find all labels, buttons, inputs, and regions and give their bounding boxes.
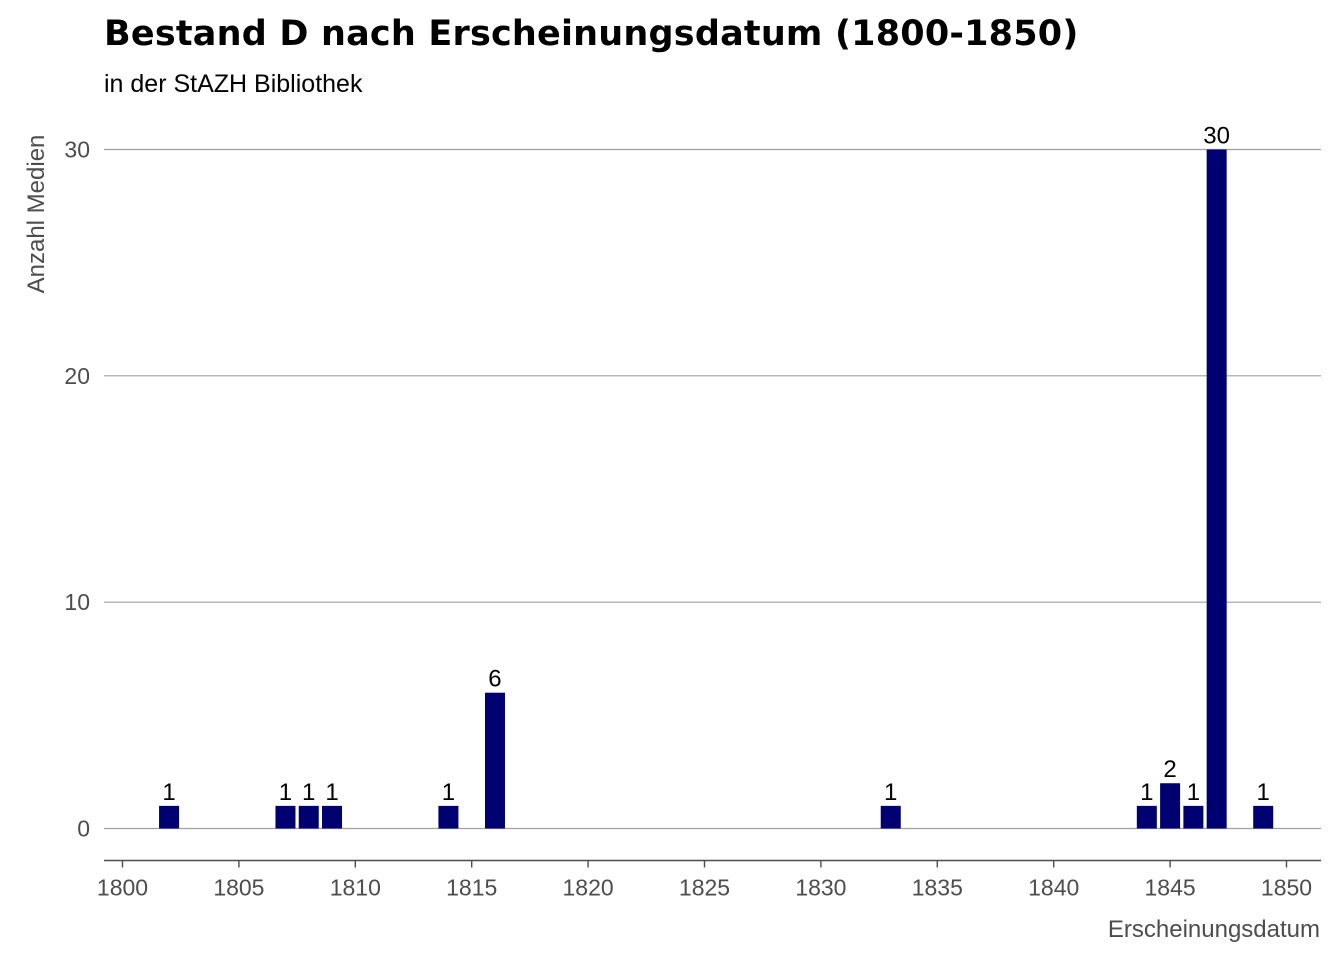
bar-value-label: 1	[162, 779, 175, 806]
bar	[438, 805, 459, 829]
bar	[484, 692, 505, 829]
bar-value-label: 1	[442, 779, 455, 806]
chart-title: Bestand D nach Erscheinungsdatum (1800-1…	[104, 14, 1079, 54]
x-tick-label: 1845	[1145, 875, 1196, 901]
bar-value-label: 30	[1203, 123, 1230, 150]
bar-value-label: 1	[884, 779, 897, 806]
bar	[159, 805, 180, 829]
y-axis-label: Anzahl Medien	[23, 135, 50, 294]
bar-value-label: 6	[488, 666, 501, 693]
bar	[1183, 805, 1204, 829]
y-tick-label: 0	[77, 816, 90, 842]
x-tick-label: 1805	[213, 875, 264, 901]
x-tick-label: 1835	[912, 875, 963, 901]
x-axis-label: Erscheinungsdatum	[1108, 916, 1320, 943]
bar	[298, 805, 319, 829]
bars	[159, 149, 1274, 829]
bar	[1206, 149, 1227, 829]
bar-value-label: 1	[279, 779, 292, 806]
axes: 0 10 20 30 1800 1805 1810 1815 1820 1825 1830 1835 1…	[64, 137, 1321, 901]
y-tick-label: 20	[64, 363, 90, 389]
bar	[1160, 783, 1181, 829]
x-tick-label: 1815	[446, 875, 497, 901]
bar	[1253, 805, 1274, 829]
y-tick-label: 10	[64, 589, 90, 615]
x-tick-label: 1800	[97, 875, 148, 901]
x-tick-label: 1820	[563, 875, 614, 901]
bar	[275, 805, 296, 829]
x-tick-label: 1810	[330, 875, 381, 901]
x-tick-label: 1830	[795, 875, 846, 901]
y-tick-label: 30	[64, 137, 90, 163]
x-tick-label: 1840	[1028, 875, 1079, 901]
bar-value-label: 2	[1163, 756, 1176, 783]
bar-value-label: 1	[325, 779, 338, 806]
bar-value-label: 1	[1257, 779, 1270, 806]
bar	[1136, 805, 1157, 829]
x-tick-label: 1825	[679, 875, 730, 901]
bar	[880, 805, 901, 829]
bar-value-label: 1	[1187, 779, 1200, 806]
x-tick-label: 1850	[1261, 875, 1312, 901]
bar-value-label: 1	[302, 779, 315, 806]
bar-value-label: 1	[1140, 779, 1153, 806]
gridlines	[104, 148, 1321, 830]
bar	[322, 805, 343, 829]
chart-subtitle: in der StAZH Bibliothek	[104, 70, 363, 98]
